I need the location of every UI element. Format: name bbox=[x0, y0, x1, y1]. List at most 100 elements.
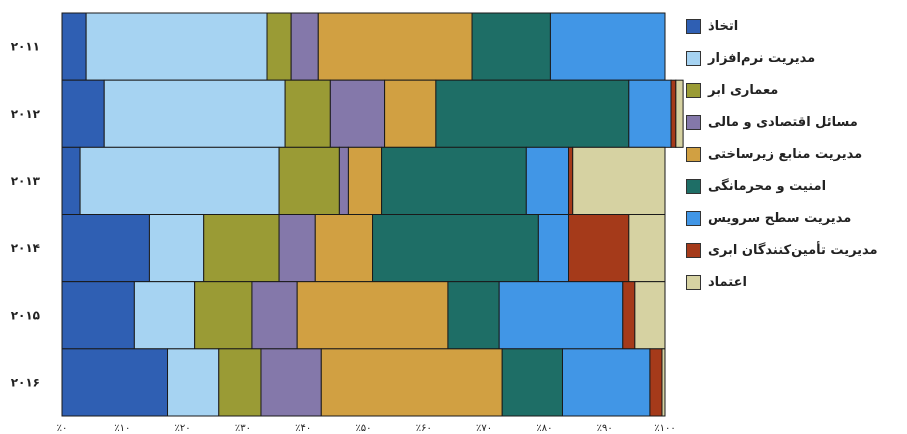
bar-segment-۲۰۱۶-s8 bbox=[661, 348, 666, 417]
bar-segment-۲۰۱۶-s7 bbox=[649, 348, 663, 417]
legend-item: امنیت و محرمانگی bbox=[686, 170, 901, 202]
bar-segment-۲۰۱۶-s5 bbox=[501, 348, 563, 417]
legend-label: مسائل اقتصادی و مالی bbox=[708, 114, 858, 130]
legend-item: اتخاذ bbox=[686, 10, 901, 42]
bar-segment-۲۰۱۲-s8 bbox=[675, 79, 684, 148]
bar-segment-۲۰۱۱-s1 bbox=[85, 12, 268, 81]
bar-segment-۲۰۱۴-s5 bbox=[372, 214, 539, 283]
legend-item: مدیریت سطح سرویس bbox=[686, 202, 901, 234]
legend: اتخاذ مدیریت نرم‌افزار معماری ابر مسائل اقت… bbox=[686, 10, 901, 298]
bar-segment-۲۰۱۱-s3 bbox=[290, 12, 319, 81]
x-tick-label: ٪۴۰ bbox=[295, 423, 311, 434]
legend-swatch bbox=[686, 82, 701, 98]
legend-swatch bbox=[686, 146, 701, 162]
bar-segment-۲۰۱۳-s2 bbox=[278, 146, 340, 215]
legend-item: معماری ابر bbox=[686, 74, 901, 106]
bar-segment-۲۰۱۶-s1 bbox=[167, 348, 220, 417]
x-tick-label: ٪۷۰ bbox=[476, 423, 492, 434]
bar-segment-۲۰۱۳-s1 bbox=[79, 146, 280, 215]
x-tick-label: ٪۳۰ bbox=[235, 423, 251, 434]
legend-label: امنیت و محرمانگی bbox=[708, 178, 827, 194]
bar-segment-۲۰۱۲-s5 bbox=[435, 79, 630, 148]
x-tick-label: ٪۱۰ bbox=[114, 423, 130, 434]
bar-segment-۲۰۱۳-s6 bbox=[525, 146, 570, 215]
bar-segment-۲۰۱۳-s8 bbox=[572, 146, 666, 215]
x-tick-label: ٪۸۰ bbox=[536, 423, 552, 434]
y-tick-label: ۲۰۱۱ bbox=[11, 40, 40, 54]
legend-swatch bbox=[686, 178, 701, 194]
legend-item: مسائل اقتصادی و مالی bbox=[686, 106, 901, 138]
y-tick-label: ۲۰۱۵ bbox=[11, 308, 40, 322]
bar-segment-۲۰۱۱-s0 bbox=[61, 12, 87, 81]
bar-segment-۲۰۱۶-s2 bbox=[218, 348, 262, 417]
bar-segment-۲۰۱۲-s7 bbox=[670, 79, 677, 148]
bar-segment-۲۰۱۴-s1 bbox=[148, 214, 205, 283]
bar-segment-۲۰۱۵-s0 bbox=[61, 281, 135, 350]
legend-swatch bbox=[686, 210, 701, 226]
legend-item: اعتماد bbox=[686, 266, 901, 298]
bar-segment-۲۰۱۱-s6 bbox=[549, 12, 666, 81]
x-axis-labels: ٪۰ ٪۱۰ ٪۲۰ ٪۳۰ ٪۴۰ ٪۵۰ ٪۶۰ ٪۷۰ ٪۸۰ ٪۹۰ ٪۱۰۰ bbox=[57, 423, 676, 434]
bar-segment-۲۰۱۵-s6 bbox=[498, 281, 624, 350]
legend-swatch bbox=[686, 50, 701, 66]
bar-segment-۲۰۱۳-s3 bbox=[338, 146, 349, 215]
bar-segment-۲۰۱۲-s6 bbox=[628, 79, 672, 148]
x-tick-label: ٪۹۰ bbox=[597, 423, 613, 434]
bar-segment-۲۰۱۳-s7 bbox=[568, 146, 574, 215]
y-tick-label: ۲۰۱۲ bbox=[11, 107, 41, 121]
bar-segment-۲۰۱۳-s5 bbox=[381, 146, 527, 215]
legend-label: مدیریت نرم‌افزار bbox=[708, 50, 816, 66]
y-axis-labels: ۲۰۱۱ ۲۰۱۲ ۲۰۱۳ ۲۰۱۴ ۲۰۱۵ ۲۰۱۶ bbox=[11, 40, 41, 390]
legend-swatch bbox=[686, 274, 701, 290]
y-tick-label: ۲۰۱۴ bbox=[11, 241, 40, 255]
legend-swatch bbox=[686, 114, 701, 130]
bar-segment-۲۰۱۱-s2 bbox=[266, 12, 292, 81]
bar-segment-۲۰۱۱-s5 bbox=[471, 12, 551, 81]
bar-segment-۲۰۱۶-s6 bbox=[561, 348, 651, 417]
bar-segment-۲۰۱۳-s4 bbox=[347, 146, 383, 215]
x-tick-label: ٪۵۰ bbox=[355, 423, 371, 434]
legend-item: مدیریت نرم‌افزار bbox=[686, 42, 901, 74]
bar-segment-۲۰۱۵-s4 bbox=[296, 281, 449, 350]
legend-label: اعتماد bbox=[708, 274, 747, 290]
bar-segment-۲۰۱۶-s3 bbox=[260, 348, 322, 417]
bar-segment-۲۰۱۴-s8 bbox=[628, 214, 666, 283]
bar-segment-۲۰۱۵-s3 bbox=[251, 281, 298, 350]
bar-segment-۲۰۱۴-s0 bbox=[61, 214, 150, 283]
plot-area bbox=[61, 12, 684, 417]
bar-segment-۲۰۱۵-s8 bbox=[634, 281, 666, 350]
legend-item: مدیریت منابع زیرساختی bbox=[686, 138, 901, 170]
legend-label: مدیریت منابع زیرساختی bbox=[708, 146, 863, 162]
x-tick-label: ٪۱۰۰ bbox=[654, 423, 675, 434]
legend-swatch bbox=[686, 18, 701, 34]
bar-segment-۲۰۱۵-s2 bbox=[194, 281, 253, 350]
legend-label: مدیریت تأمین‌کنندگان ابری bbox=[708, 242, 878, 258]
bar-segment-۲۰۱۴-s3 bbox=[278, 214, 316, 283]
bar-segment-۲۰۱۲-s0 bbox=[61, 79, 105, 148]
y-tick-label: ۲۰۱۶ bbox=[11, 375, 40, 389]
legend-label: اتخاذ bbox=[708, 18, 739, 34]
bar-segment-۲۰۱۵-s5 bbox=[447, 281, 500, 350]
bar-segment-۲۰۱۵-s7 bbox=[622, 281, 636, 350]
bar-segment-۲۰۱۴-s7 bbox=[568, 214, 630, 283]
bar-segment-۲۰۱۲-s1 bbox=[103, 79, 286, 148]
legend-label: مدیریت سطح سرویس bbox=[708, 210, 852, 226]
y-tick-label: ۲۰۱۳ bbox=[11, 174, 41, 188]
bar-segment-۲۰۱۲-s2 bbox=[284, 79, 331, 148]
x-tick-label: ٪۲۰ bbox=[175, 423, 191, 434]
bar-segment-۲۰۱۳-s0 bbox=[61, 146, 81, 215]
bar-segment-۲۰۱۴-s6 bbox=[537, 214, 570, 283]
bar-segment-۲۰۱۶-s4 bbox=[320, 348, 503, 417]
bar-segment-۲۰۱۲-s3 bbox=[329, 79, 386, 148]
bar-segment-۲۰۱۵-s1 bbox=[133, 281, 196, 350]
legend-item: مدیریت تأمین‌کنندگان ابری bbox=[686, 234, 901, 266]
x-tick-label: ٪۶۰ bbox=[416, 423, 432, 434]
x-tick-label: ٪۰ bbox=[57, 423, 68, 434]
legend-swatch bbox=[686, 242, 701, 258]
bar-segment-۲۰۱۱-s4 bbox=[317, 12, 473, 81]
bar-segment-۲۰۱۲-s4 bbox=[384, 79, 437, 148]
bar-segment-۲۰۱۴-s2 bbox=[203, 214, 280, 283]
legend-label: معماری ابر bbox=[708, 82, 779, 98]
bar-segment-۲۰۱۴-s4 bbox=[314, 214, 374, 283]
